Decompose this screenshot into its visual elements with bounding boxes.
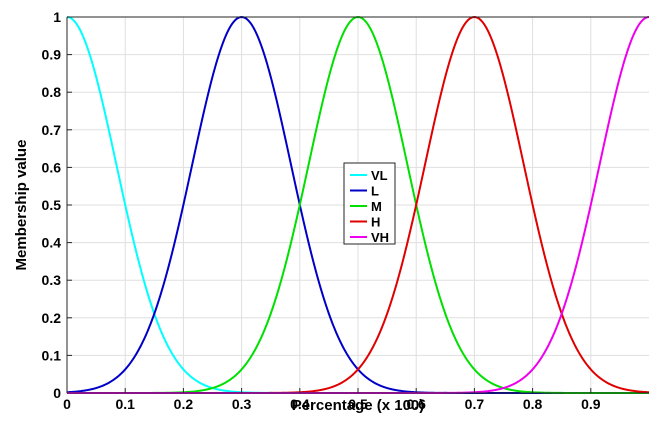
x-tick-label: 0.6 xyxy=(406,396,426,412)
y-tick-label: 1 xyxy=(53,9,61,25)
x-tick-label: 0.1 xyxy=(115,396,135,412)
y-tick-label: 0.6 xyxy=(42,159,62,175)
y-tick-label: 0.3 xyxy=(42,272,62,288)
y-tick-label: 0.4 xyxy=(42,235,62,251)
y-tick-label: 0.7 xyxy=(42,122,62,138)
y-tick-label: 0 xyxy=(53,385,61,401)
y-tick-label: 0.5 xyxy=(42,197,62,213)
legend-box xyxy=(343,162,396,245)
x-tick-label: 0.5 xyxy=(348,396,368,412)
x-tick-label: 0.7 xyxy=(465,396,485,412)
legend-label-h: H xyxy=(371,215,380,230)
y-ticks: 0 0.1 0.2 0.3 0.4 0.5 0.6 0.7 0.8 0.9 1 xyxy=(42,9,72,401)
x-tick-label: 0.8 xyxy=(523,396,543,412)
x-ticks: 0 0.1 0.2 0.3 0.4 0.5 0.6 0.7 0.8 0.9 xyxy=(63,388,601,412)
x-tick-label: 0.2 xyxy=(174,396,194,412)
y-tick-label: 0.2 xyxy=(42,310,62,326)
legend-label-vh: VH xyxy=(371,230,389,245)
y-tick-label: 0.9 xyxy=(42,47,62,63)
legend-label-m: M xyxy=(371,199,382,214)
x-tick-label: 0 xyxy=(63,396,71,412)
y-axis-label: Membership value xyxy=(13,140,30,271)
x-tick-label: 0.9 xyxy=(581,396,601,412)
y-tick-label: 0.1 xyxy=(42,347,62,363)
x-axis-label: Percentage (x 100) xyxy=(292,397,425,414)
y-tick-label: 0.8 xyxy=(42,84,62,100)
x-tick-label: 0.3 xyxy=(232,396,252,412)
legend-label-l: L xyxy=(371,184,379,199)
legend-label-vl: VL xyxy=(371,168,388,183)
x-tick-label: 0.4 xyxy=(290,396,310,412)
